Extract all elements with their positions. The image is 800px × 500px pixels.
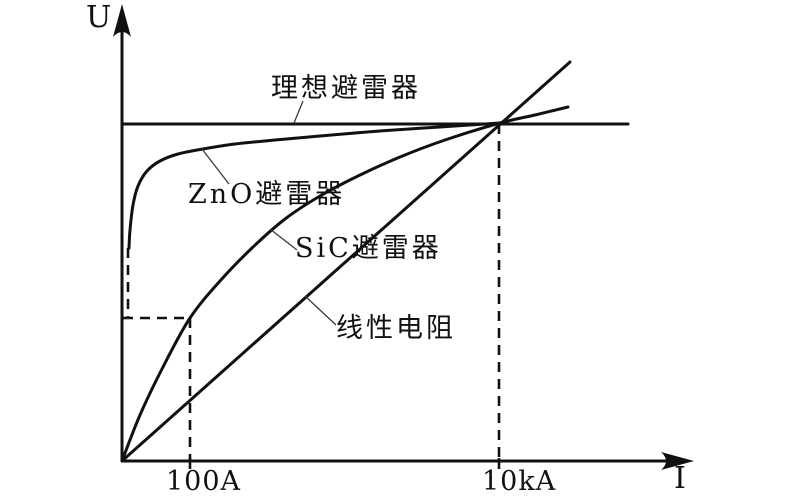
curve-label-ideal-arrester: 理想避雷器 (271, 73, 421, 104)
curve-label-sic-arrester: SiC避雷器 (295, 233, 442, 264)
label-leader-0 (293, 100, 304, 124)
curve-linear-resistor (120, 60, 572, 463)
y-axis-arrow-icon (113, 4, 131, 37)
y-axis-label: U (86, 0, 112, 35)
curve-label-zno-arrester: ZnO避雷器 (188, 179, 346, 210)
label-leader-1 (201, 148, 230, 185)
x-axis-arrow-icon (661, 452, 694, 470)
curve-zno-arrester (127, 121, 502, 250)
label-leader-2 (269, 228, 298, 251)
curve-sic-arrester (120, 105, 570, 463)
curve-label-linear-resistor: 线性电阻 (336, 313, 456, 344)
x-tick-label-100a: 100A (166, 466, 242, 497)
label-leader-3 (304, 295, 337, 326)
x-axis-label: I (674, 461, 686, 496)
x-tick-label-10ka: 10kA (482, 466, 557, 497)
